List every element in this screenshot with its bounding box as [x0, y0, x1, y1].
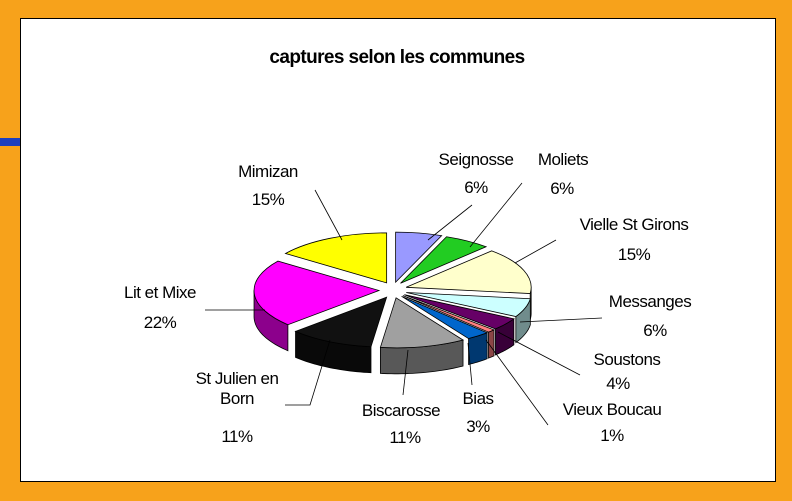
slice-label: Mimizan — [238, 162, 298, 181]
chart-title: captures selon les communes — [269, 47, 525, 68]
slice-label: Bias — [462, 389, 494, 408]
slice-label: Vielle St Girons — [579, 215, 689, 234]
slice-label: Seignosse — [438, 150, 514, 169]
slice-value-label: 15% — [617, 245, 651, 264]
slice — [402, 295, 496, 333]
slice-label: Soustons — [593, 350, 661, 369]
slice-label: St Julien en Born — [195, 369, 279, 408]
slice — [395, 231, 443, 284]
slice-value-label: 1% — [600, 426, 624, 445]
leader-line — [485, 339, 549, 426]
slice — [404, 294, 515, 330]
slice-value-label: 6% — [643, 321, 667, 340]
slice-value-label: 6% — [550, 179, 574, 198]
slice-label: Vieux Boucau — [562, 400, 662, 419]
leader-line — [427, 204, 473, 241]
leader-line — [519, 317, 603, 323]
slice-value-label: 4% — [606, 374, 630, 393]
leader-line — [467, 342, 473, 386]
slice-value-label: 6% — [464, 178, 488, 197]
slice-label: Moliets — [537, 150, 589, 169]
leader-line — [402, 349, 409, 396]
leader-line — [497, 331, 581, 376]
slice — [379, 297, 465, 349]
slice-value-label: 15% — [251, 190, 285, 209]
slice — [406, 292, 531, 317]
slice-value-label: 3% — [466, 417, 490, 436]
slice-label: Biscarosse — [361, 401, 441, 420]
slice — [253, 260, 381, 326]
leader-line — [314, 189, 343, 241]
slice — [400, 236, 488, 284]
slice-label: Lit et Mixe — [124, 283, 196, 302]
slice — [284, 232, 388, 284]
slice-value-label: 11% — [221, 427, 253, 446]
slice-value-label: 11% — [389, 428, 421, 447]
slice — [401, 295, 489, 339]
slice-label: Messanges — [608, 292, 692, 311]
decor-bar — [0, 138, 20, 146]
leader-line — [469, 182, 523, 248]
slice — [406, 250, 532, 294]
slice-value-label: 22% — [143, 313, 177, 332]
leader-line — [514, 239, 557, 264]
leader-line — [285, 339, 331, 406]
